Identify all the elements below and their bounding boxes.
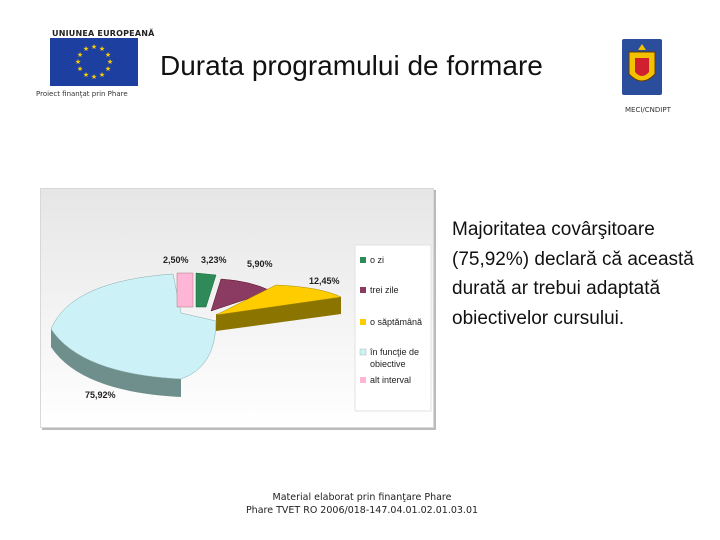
legend-swatch-one-day (360, 257, 366, 263)
svg-text:★: ★ (107, 58, 113, 66)
svg-text:★: ★ (91, 73, 97, 81)
legend-label-week: o săptămână (370, 317, 422, 327)
chart-legend: o zi trei zile o săptămână în funcţie de… (354, 244, 432, 412)
eu-flag-icon: ★ ★ ★ ★ ★ ★ ★ ★ ★ ★ ★ ★ (50, 38, 138, 86)
svg-text:★: ★ (105, 51, 111, 59)
body-text: Majoritatea covârşitoare (75,92%) declar… (452, 219, 694, 329)
eu-label: UNIUNEA EUROPEANĂ (52, 29, 155, 38)
svg-text:★: ★ (99, 45, 105, 53)
pie-label-alt-interval: 2,50% (163, 255, 189, 265)
pie-chart: 2,50% 3,23% 5,90% 12,45% 75,92% o zi tre… (41, 189, 433, 427)
coat-of-arms-icon (621, 38, 663, 96)
mec-caption: MECI/CNDIPT (625, 106, 671, 114)
footer: Material elaborat prin finanţare Phare P… (222, 491, 502, 517)
footer-line-2: Phare TVET RO 2006/018-147.04.01.02.01.0… (245, 505, 479, 516)
legend-label-objectives: în funcţie de obiective (369, 347, 422, 369)
pie-slice-alt-interval (176, 272, 194, 308)
legend-label-one-day: o zi (370, 255, 384, 265)
legend-label-alt-interval: alt interval (370, 375, 411, 385)
svg-text:★: ★ (91, 43, 97, 51)
pie-slice-side-week (216, 297, 341, 331)
legend-swatch-week (360, 319, 366, 325)
svg-text:★: ★ (99, 71, 105, 79)
svg-text:★: ★ (83, 71, 89, 79)
legend-swatch-three-days (360, 287, 366, 293)
legend-label-three-days: trei zile (370, 285, 399, 295)
pie-slice-one-day (195, 272, 217, 308)
pie-label-objectives: 75,92% (85, 390, 116, 400)
legend-swatch-objectives (359, 348, 367, 356)
pie-label-one-day: 3,23% (201, 255, 227, 265)
pie-slice-week (215, 284, 342, 316)
pie-label-three-days: 5,90% (247, 259, 273, 269)
svg-text:★: ★ (83, 45, 89, 53)
pie-slice-objectives (50, 273, 217, 380)
chart-panel: 2,50% 3,23% 5,90% 12,45% 75,92% o zi tre… (40, 188, 434, 428)
svg-text:★: ★ (75, 58, 81, 66)
svg-text:★: ★ (77, 51, 83, 59)
svg-text:★: ★ (105, 65, 111, 73)
pie-slice-side-objectives (51, 329, 181, 397)
legend-swatch-alt-interval (360, 377, 366, 383)
footer-line-1: Material elaborat prin finanţare Phare (272, 492, 452, 503)
eu-caption: Proiect finanţat prin Phare (36, 90, 128, 98)
pie-label-week: 12,45% (309, 276, 340, 286)
page-title: Durata programului de formare (160, 50, 543, 81)
svg-text:★: ★ (77, 65, 83, 73)
